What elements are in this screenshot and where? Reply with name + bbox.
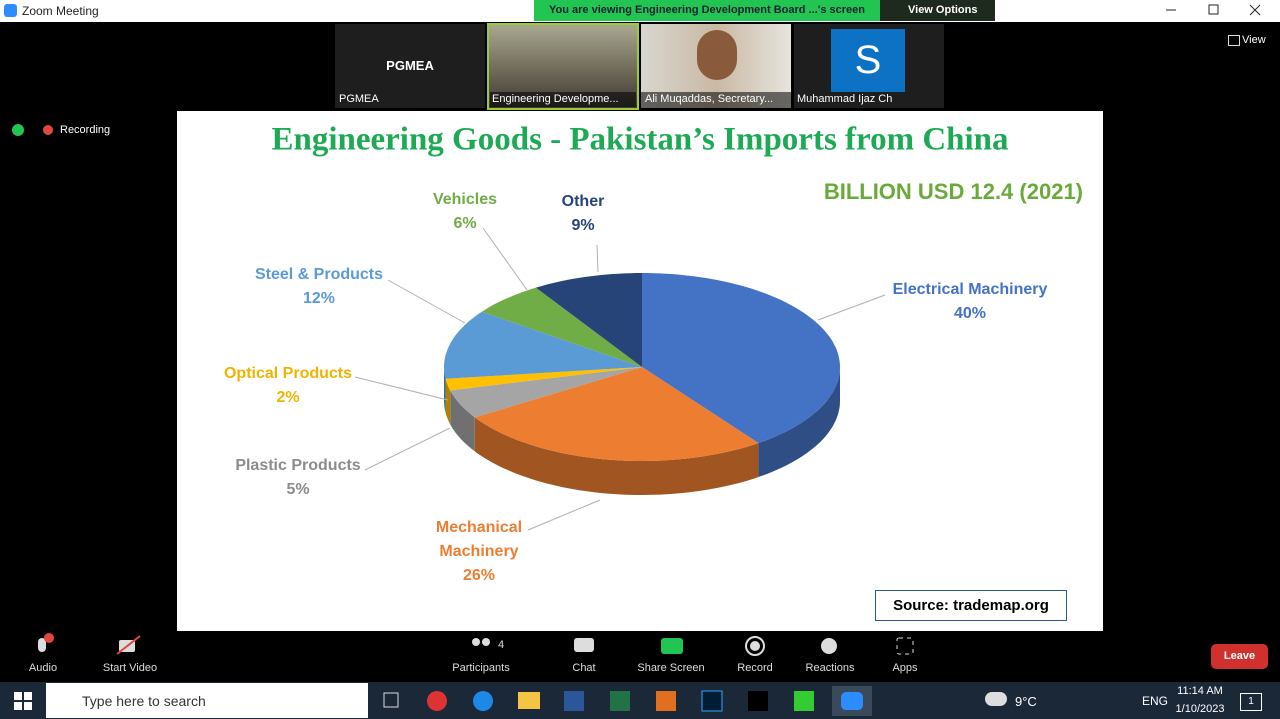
recording-label: Recording: [60, 124, 111, 136]
window-title: Zoom Meeting: [22, 4, 99, 18]
pie-slice: [444, 311, 642, 379]
data-label: Electrical Machinery 40%: [870, 278, 1070, 326]
pie-slice: [642, 273, 840, 443]
zoom-icon: [4, 4, 17, 17]
leader-line: [596, 244, 599, 273]
search-placeholder[interactable]: Type here to search: [82, 693, 206, 709]
pie-slice: [481, 287, 642, 367]
participant-tile[interactable]: [335, 24, 485, 108]
toolbar-label[interactable]: Share Screen: [637, 662, 705, 674]
participant-name: Ali Muqaddas, Secretary...: [645, 93, 774, 105]
value-label: 40%: [953, 305, 987, 322]
pie-slice: [535, 273, 642, 367]
taskbar-apps[interactable]: [380, 686, 880, 716]
name-bg: [641, 92, 791, 108]
source-box: Source: trademap.org: [875, 590, 1067, 621]
chart-subtitle: BILLION USD 12.4 (2021): [824, 179, 1083, 204]
toolbar-label[interactable]: Audio: [28, 662, 58, 674]
category-label: Plastic Products: [235, 457, 361, 474]
leader-line: [817, 294, 886, 321]
toolbar-label[interactable]: Start Video: [102, 662, 158, 674]
language[interactable]: ENG: [1142, 694, 1169, 708]
recording-dot: [43, 125, 53, 135]
pie-slice: [474, 367, 759, 461]
leader-line: [527, 499, 601, 531]
value-label: 2%: [276, 389, 300, 406]
shared-slide: Engineering Goods - Pakistan’s Imports f…: [177, 111, 1103, 631]
data-label: Mechanical Machinery 26%: [424, 516, 534, 588]
tile-label: PGMEA: [386, 58, 434, 73]
category-label: Steel & Products: [254, 266, 384, 283]
category-label: Electrical Machinery: [892, 281, 1048, 298]
value-label: 5%: [286, 481, 310, 498]
share-banner-text: You are viewing Engineering Development …: [549, 4, 865, 16]
participant-name: Engineering Developme...: [492, 93, 619, 105]
category-label: Mechanical Machinery: [435, 519, 523, 560]
leader-line: [482, 227, 528, 291]
weather-icon: [985, 692, 1007, 706]
data-label: Steel & Products 12%: [219, 263, 419, 311]
view-button[interactable]: View: [1242, 34, 1266, 46]
data-label: Other 9%: [523, 190, 643, 238]
toolbar-label[interactable]: Chat: [572, 662, 596, 674]
data-label: Vehicles 6%: [405, 188, 525, 236]
toolbar-label[interactable]: Participants: [452, 662, 510, 674]
person: [697, 30, 737, 80]
data-label: Plastic Products 5%: [198, 454, 398, 502]
chart-title: Engineering Goods - Pakistan’s Imports f…: [271, 122, 1008, 158]
toolbar-label[interactable]: Apps: [892, 662, 918, 674]
data-label: Optical Products 2%: [188, 362, 388, 410]
participant-name: PGMEA: [339, 93, 379, 105]
notifications[interactable]: 1: [1240, 693, 1262, 711]
pie-slice-side: [474, 417, 759, 495]
category-label: Optical Products: [223, 365, 353, 382]
share-banner: [534, 0, 880, 21]
name-bg: [490, 92, 636, 107]
participant-count: 4: [498, 639, 505, 651]
leader-line: [354, 376, 449, 401]
pie-slice-side: [445, 378, 451, 425]
view-icon: [1228, 35, 1240, 46]
pie-slice-side: [450, 390, 475, 452]
clock-time[interactable]: 11:14 AM: [1177, 685, 1223, 697]
value-label: 26%: [462, 567, 496, 584]
search-box[interactable]: [46, 683, 368, 718]
pie-slice-side: [758, 367, 840, 477]
pie-chart: Engineering Goods - Pakistan’s Imports f…: [271, 122, 1083, 531]
clock-date[interactable]: 1/10/2023: [1175, 703, 1225, 715]
toolbar-label[interactable]: Record: [737, 662, 773, 674]
category-label: Vehicles: [432, 191, 498, 208]
leader-line: [364, 427, 451, 471]
view-options-button[interactable]: [880, 0, 995, 21]
toolbar-icons: [38, 633, 914, 656]
window-controls[interactable]: [1150, 0, 1280, 22]
pie-slice: [445, 367, 642, 391]
weather[interactable]: 9°C: [1015, 694, 1037, 709]
pie-slice: [450, 367, 642, 418]
pie-slice-side: [444, 367, 446, 413]
leader-line: [387, 279, 466, 324]
value-label: 6%: [453, 215, 477, 232]
value-label: 9%: [571, 217, 595, 234]
encryption-icon: [12, 124, 24, 136]
leave-button[interactable]: Leave: [1211, 644, 1268, 669]
toolbar-label[interactable]: Reactions: [805, 662, 855, 674]
start-button[interactable]: [14, 692, 32, 710]
category-label: Other: [561, 193, 605, 210]
avatar: S: [831, 29, 905, 92]
participant-name: Muhammad Ijaz Ch: [797, 93, 893, 105]
view-options-label[interactable]: View Options: [908, 4, 978, 16]
value-label: 12%: [302, 290, 336, 307]
